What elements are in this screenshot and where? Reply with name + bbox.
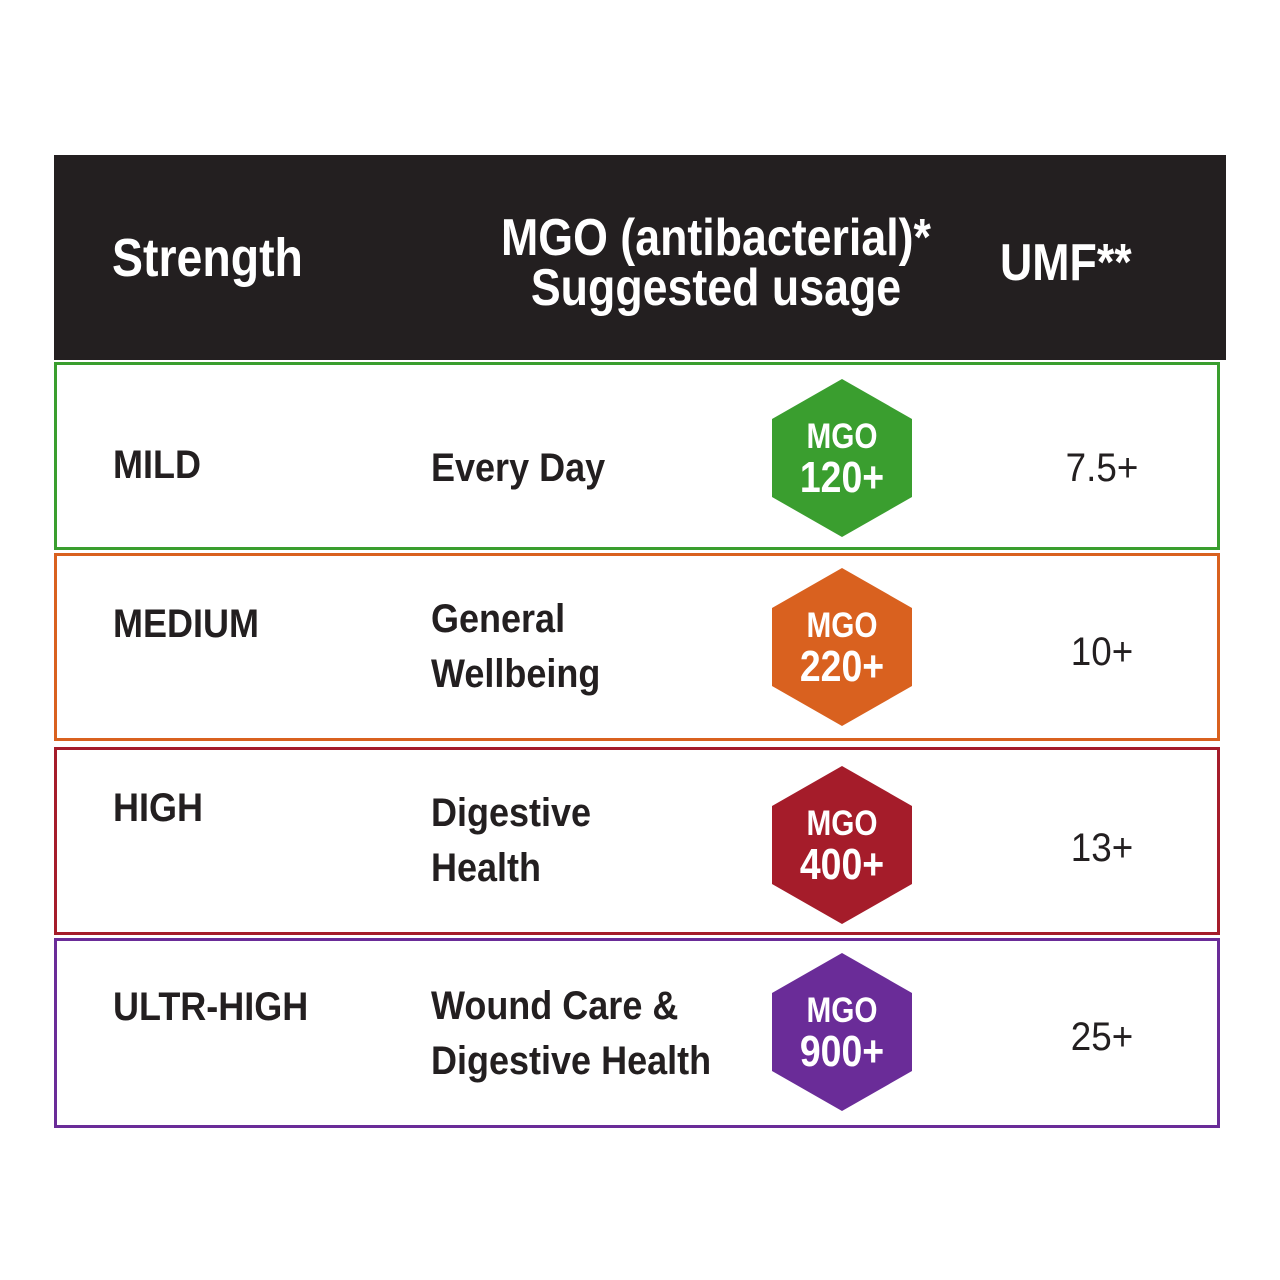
hexagon-badge-shape (772, 766, 912, 924)
badge-value: 900+ (799, 1027, 885, 1076)
table-header: Strength MGO (antibacterial)* Suggested … (54, 155, 1226, 360)
umf-value: 25+ (1070, 1015, 1134, 1059)
badge-value: 120+ (799, 453, 885, 502)
badge-value: 220+ (799, 642, 885, 691)
hexagon-badge-shape (772, 953, 912, 1111)
usage-label: General Wellbeing (431, 597, 601, 696)
header-umf: UMF** (1000, 234, 1132, 292)
strength-label: HIGH (113, 786, 203, 830)
table-row-high: HIGH Digestive Health MGO 400+ 13+ (54, 747, 1220, 935)
table-row-medium: MEDIUM General Wellbeing MGO 220+ 10+ (54, 553, 1220, 741)
hexagon-badge-shape (772, 379, 912, 537)
header-mgo-line2: Suggested usage (530, 259, 902, 317)
header-mgo: MGO (antibacterial)* Suggested usage (475, 209, 957, 317)
badge-label: MGO (806, 606, 878, 645)
usage-label: Digestive Health (431, 791, 592, 890)
strength-label: MILD (113, 443, 201, 487)
usage-label: Every Day (431, 446, 606, 490)
header-mgo-line1: MGO (antibacterial)* (501, 209, 931, 267)
badge-label: MGO (806, 991, 878, 1030)
table-row-ultra-high: ULTR-HIGH Wound Care & Digestive Health … (54, 938, 1220, 1128)
mgo-badge: MGO 220+ (769, 566, 915, 728)
umf-value: 7.5+ (1065, 446, 1139, 490)
badge-label: MGO (806, 804, 878, 843)
umf-value: 13+ (1070, 826, 1134, 870)
mgo-badge: MGO 120+ (769, 377, 915, 539)
strength-label: ULTR-HIGH (113, 985, 309, 1029)
header-strength: Strength (112, 228, 303, 288)
mgo-badge: MGO 900+ (769, 951, 915, 1113)
strength-label: MEDIUM (113, 602, 259, 646)
badge-value: 400+ (799, 840, 885, 889)
table-row-mild: MILD Every Day MGO 120+ 7.5+ (54, 362, 1220, 550)
badge-label: MGO (806, 417, 878, 456)
mgo-badge: MGO 400+ (769, 764, 915, 926)
hexagon-badge-shape (772, 568, 912, 726)
usage-label: Wound Care & Digestive Health (431, 984, 712, 1083)
umf-value: 10+ (1070, 630, 1134, 674)
